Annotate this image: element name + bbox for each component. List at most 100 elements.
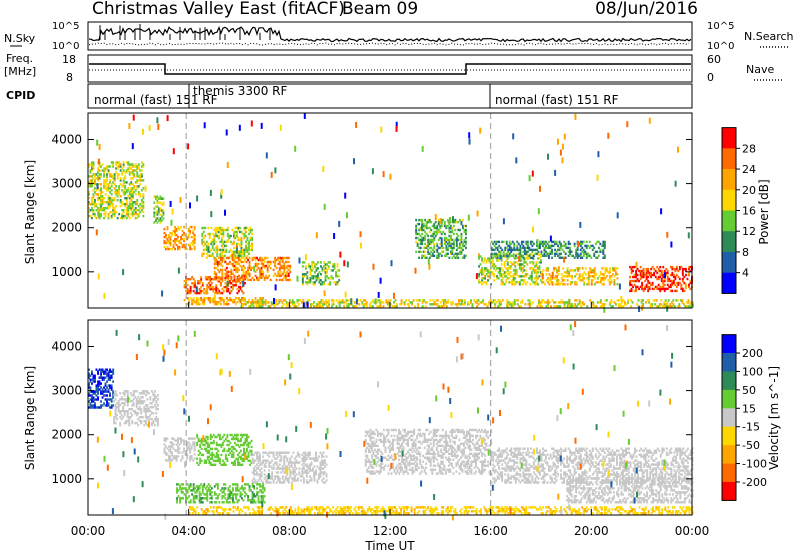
data-cell (235, 443, 238, 447)
data-cell (599, 301, 602, 304)
data-cell (602, 240, 605, 244)
data-cell (88, 193, 90, 196)
data-cell (189, 451, 192, 454)
data-cell (220, 463, 223, 466)
data-cell (124, 197, 127, 200)
data-cell (460, 250, 463, 253)
data-cell (235, 270, 237, 274)
data-cell (115, 210, 118, 214)
data-cell (215, 262, 218, 266)
data-cell (535, 263, 538, 266)
data-cell (503, 273, 506, 276)
data-cell (545, 305, 548, 308)
data-cell (91, 197, 93, 200)
data-cell (569, 275, 572, 278)
data-cell (437, 228, 440, 232)
data-cell (117, 406, 120, 409)
data-cell (493, 244, 496, 248)
data-cell (326, 263, 328, 266)
data-cell (263, 276, 266, 280)
data-cell (242, 250, 244, 253)
data-cell (624, 303, 626, 306)
data-cell (113, 173, 116, 176)
data-cell (542, 299, 545, 302)
data-cell (263, 256, 266, 260)
data-cell (189, 501, 192, 504)
data-cell (541, 299, 543, 302)
data-cell (251, 248, 253, 252)
data-cell (596, 277, 599, 280)
data-cell (321, 453, 323, 456)
data-cell (488, 277, 491, 280)
data-cell (216, 248, 219, 252)
data-cell (411, 303, 413, 306)
data-cell (100, 175, 102, 178)
data-cell (578, 273, 581, 276)
data-cell (586, 283, 589, 286)
data-cell (275, 258, 278, 262)
data-cell (197, 439, 200, 443)
colorbar-tick-label: 4 (742, 267, 749, 280)
data-cell (221, 276, 224, 280)
data-cell (226, 443, 229, 447)
data-cell (679, 299, 682, 302)
data-cell (197, 280, 200, 283)
data-cell (254, 473, 257, 476)
data-cell (437, 230, 440, 234)
data-cell (496, 240, 499, 244)
data-cell (319, 301, 321, 304)
data-cell (247, 270, 249, 274)
data-cell (197, 297, 200, 304)
data-cell (144, 421, 147, 425)
data-cell (307, 451, 310, 454)
data-cell (240, 238, 243, 242)
data-cell (257, 461, 260, 464)
data-cell (436, 250, 439, 253)
data-cell (554, 277, 557, 280)
data-cell (134, 201, 137, 204)
data-cell (451, 246, 454, 250)
data-cell (263, 477, 266, 480)
data-cell (262, 455, 265, 458)
data-cell (197, 489, 200, 492)
data-cell (224, 274, 227, 278)
data-cell (92, 167, 95, 170)
data-cell (242, 256, 245, 260)
data-cell (189, 437, 192, 440)
data-cell (116, 161, 119, 164)
data-cell (502, 269, 505, 272)
data-cell (437, 256, 440, 259)
data-cell (222, 258, 225, 262)
data-cell (482, 261, 485, 264)
data-cell (671, 289, 674, 293)
data-cell (590, 275, 593, 278)
data-cell (301, 277, 304, 280)
data-cell (599, 273, 602, 276)
data-cell (547, 281, 549, 284)
data-cell (209, 457, 212, 460)
data-cell (675, 289, 678, 293)
data-cell (302, 465, 305, 468)
data-cell (602, 283, 605, 286)
data-cell (222, 248, 225, 252)
data-cell (187, 143, 190, 150)
data-cell (289, 471, 292, 474)
data-cell (438, 305, 441, 308)
data-cell (306, 301, 309, 308)
data-cell (88, 392, 90, 395)
data-cell (109, 187, 111, 190)
data-cell (263, 469, 266, 472)
data-cell (301, 457, 304, 460)
data-cell (660, 273, 663, 277)
data-cell (331, 305, 333, 308)
data-cell (454, 256, 457, 259)
data-cell (265, 479, 268, 482)
data-cell (681, 271, 684, 275)
data-region (201, 226, 253, 259)
data-cell (503, 263, 506, 266)
data-cell (178, 437, 181, 440)
data-cell (531, 248, 534, 252)
data-region (163, 437, 196, 462)
data-cell (110, 203, 113, 206)
data-cell (159, 201, 162, 204)
